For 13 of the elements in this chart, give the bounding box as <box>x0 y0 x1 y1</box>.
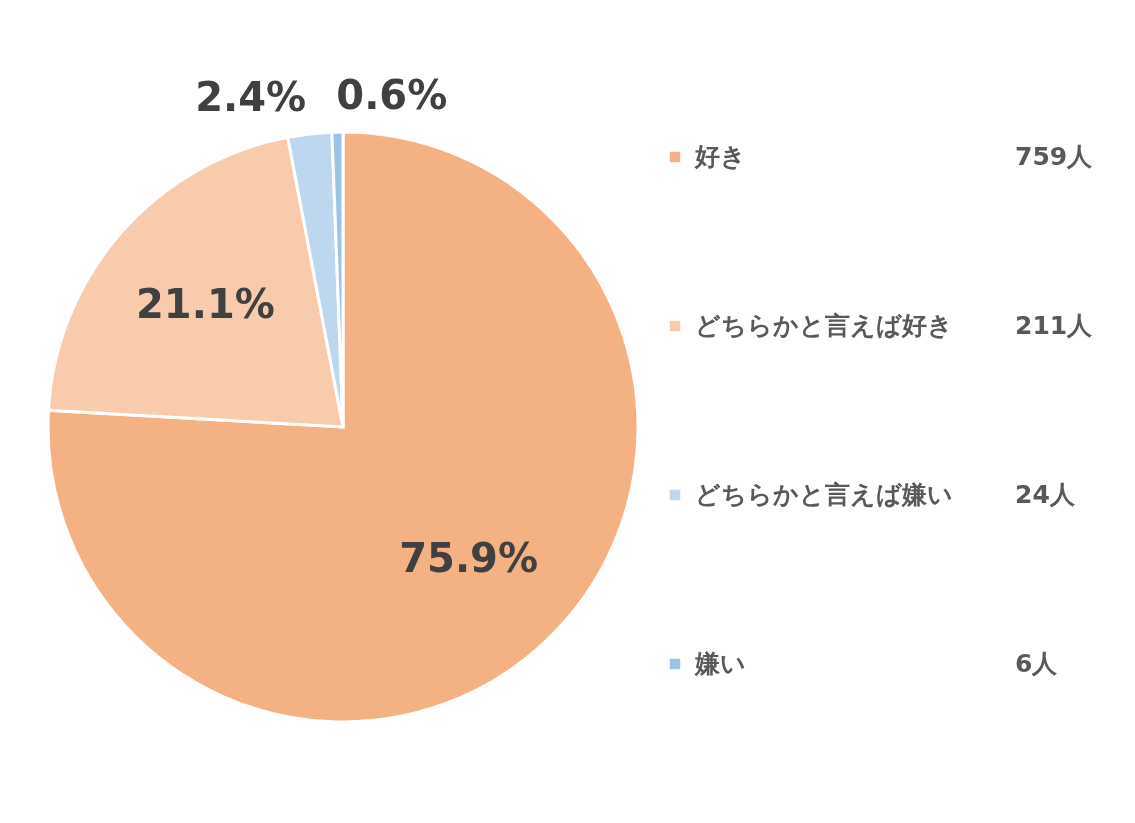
legend-label: 好き <box>694 142 746 171</box>
data-label: 21.1% <box>136 281 275 328</box>
pie-slice <box>46 130 640 724</box>
text: 24人 <box>1015 480 1076 509</box>
text: 6人 <box>1015 649 1059 678</box>
data-label: 0.6% <box>336 71 448 118</box>
data-label: 2.4% <box>195 73 307 120</box>
legend-label: 嫌い <box>694 649 746 678</box>
text: 211人 <box>1015 311 1094 340</box>
legend-label: どちらかと言えば好き <box>695 311 953 340</box>
data-label: 75.9% <box>399 534 539 581</box>
legend-label: どちらかと言えば嫌い <box>695 480 953 509</box>
text: 759人 <box>1015 142 1094 171</box>
